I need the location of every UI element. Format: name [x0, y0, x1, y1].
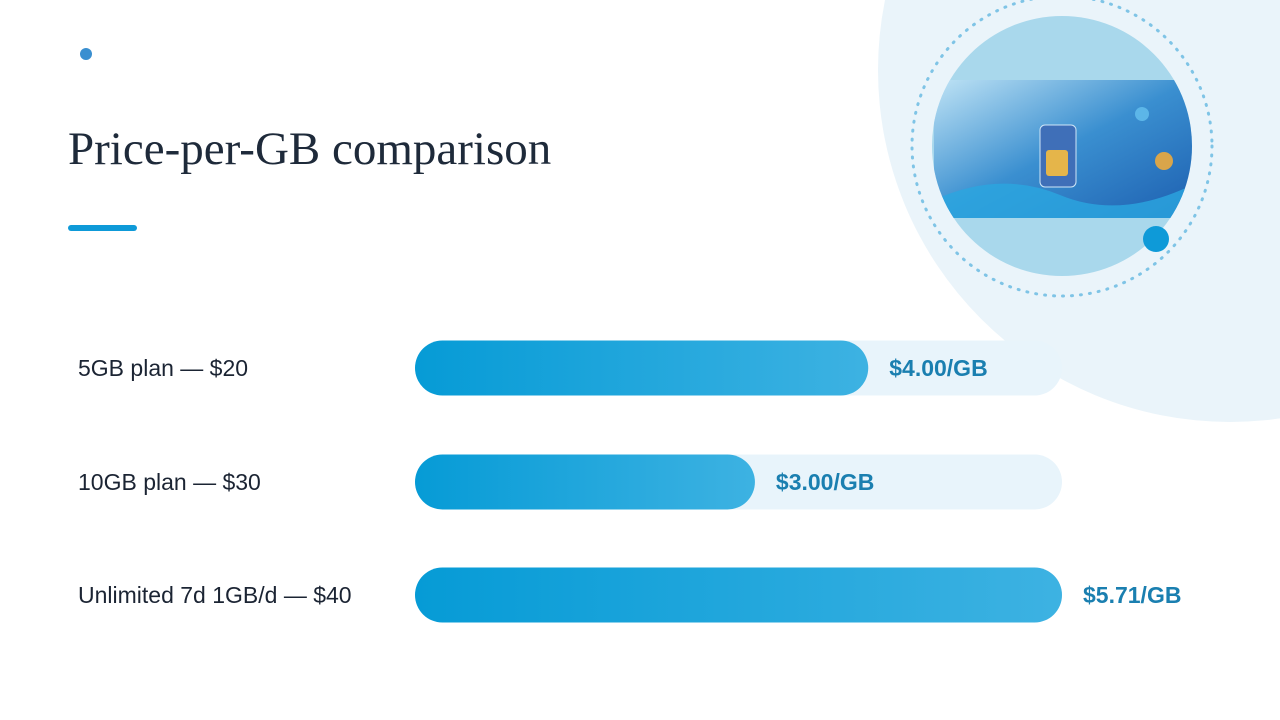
category-label: Unlimited 7d 1GB/d — $40 — [78, 582, 352, 608]
accent-dot — [1143, 226, 1169, 252]
value-label: $3.00/GB — [776, 469, 874, 495]
title-underline — [68, 225, 137, 231]
value-label: $4.00/GB — [889, 355, 987, 381]
logo — [80, 48, 92, 60]
bar — [415, 454, 755, 510]
dotted-ring — [910, 0, 1214, 298]
chart-title: Price-per-GB comparison — [68, 123, 551, 175]
bar — [415, 567, 1062, 623]
category-label: 5GB plan — $20 — [78, 355, 249, 381]
hero-image — [934, 80, 1192, 218]
bar — [415, 340, 869, 396]
category-label: 10GB plan — $30 — [78, 469, 261, 495]
value-label: $5.71/GB — [1083, 582, 1181, 608]
